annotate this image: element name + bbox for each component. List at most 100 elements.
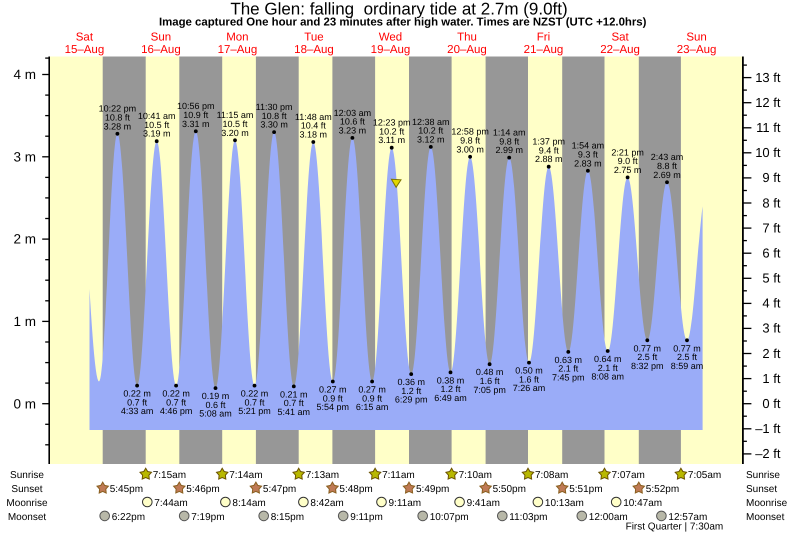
svg-text:Mon: Mon bbox=[226, 31, 248, 43]
svg-text:7:13am: 7:13am bbox=[306, 470, 339, 481]
svg-text:0.7 ft: 0.7 ft bbox=[244, 397, 265, 407]
svg-text:1:54 am: 1:54 am bbox=[572, 141, 605, 151]
svg-text:15–Aug: 15–Aug bbox=[65, 44, 105, 56]
svg-text:0.36 m: 0.36 m bbox=[397, 377, 425, 387]
svg-text:0.38 m: 0.38 m bbox=[437, 375, 465, 385]
svg-text:Thu: Thu bbox=[457, 31, 477, 43]
svg-text:7:14am: 7:14am bbox=[229, 470, 262, 481]
svg-text:5:47pm: 5:47pm bbox=[263, 484, 296, 495]
svg-text:20–Aug: 20–Aug bbox=[447, 44, 487, 56]
svg-text:10:07pm: 10:07pm bbox=[430, 512, 469, 523]
svg-text:8:42am: 8:42am bbox=[310, 498, 343, 509]
svg-text:2.1 ft: 2.1 ft bbox=[558, 364, 579, 374]
svg-text:Sunrise: Sunrise bbox=[746, 470, 780, 481]
svg-text:0.64 m: 0.64 m bbox=[594, 354, 622, 364]
svg-text:5:48pm: 5:48pm bbox=[339, 484, 372, 495]
svg-text:16–Aug: 16–Aug bbox=[141, 44, 181, 56]
svg-text:2.99 m: 2.99 m bbox=[495, 145, 523, 155]
svg-text:3.30 m: 3.30 m bbox=[260, 120, 288, 130]
svg-text:Image captured One hour and 23: Image captured One hour and 23 minutes a… bbox=[159, 16, 647, 28]
svg-text:10.5 ft: 10.5 ft bbox=[144, 120, 170, 130]
svg-text:8:15pm: 8:15pm bbox=[271, 512, 304, 523]
svg-text:12:23 pm: 12:23 pm bbox=[373, 118, 411, 128]
svg-text:10:47am: 10:47am bbox=[623, 498, 662, 509]
svg-text:2 ft: 2 ft bbox=[762, 346, 780, 361]
svg-text:0.9 ft: 0.9 ft bbox=[362, 393, 383, 403]
svg-text:8:32 pm: 8:32 pm bbox=[631, 361, 664, 371]
svg-text:10.2 ft: 10.2 ft bbox=[418, 126, 444, 136]
svg-text:10.4 ft: 10.4 ft bbox=[301, 121, 327, 131]
svg-text:5:54 pm: 5:54 pm bbox=[317, 402, 350, 412]
svg-text:7:05 pm: 7:05 pm bbox=[473, 385, 506, 395]
svg-text:0.27 m: 0.27 m bbox=[319, 385, 347, 395]
svg-text:7:07am: 7:07am bbox=[612, 470, 645, 481]
svg-text:–1 ft: –1 ft bbox=[755, 421, 781, 436]
svg-text:7:08am: 7:08am bbox=[535, 470, 568, 481]
svg-text:4 ft: 4 ft bbox=[762, 296, 780, 311]
svg-text:Wed: Wed bbox=[379, 31, 402, 43]
svg-text:Moonrise: Moonrise bbox=[746, 498, 788, 509]
svg-text:12:57am: 12:57am bbox=[668, 512, 707, 523]
svg-text:3 m: 3 m bbox=[13, 149, 36, 164]
svg-text:3.12 m: 3.12 m bbox=[417, 134, 445, 144]
svg-text:7:45 pm: 7:45 pm bbox=[552, 373, 585, 383]
svg-text:1:37 pm: 1:37 pm bbox=[532, 137, 565, 147]
svg-text:9 ft: 9 ft bbox=[762, 170, 780, 185]
svg-text:9:11pm: 9:11pm bbox=[350, 512, 383, 523]
svg-text:0.63 m: 0.63 m bbox=[555, 355, 583, 365]
svg-text:Sunrise: Sunrise bbox=[10, 470, 44, 481]
svg-text:12 ft: 12 ft bbox=[755, 95, 781, 110]
svg-text:Tue: Tue bbox=[304, 31, 323, 43]
svg-text:0.19 m: 0.19 m bbox=[202, 391, 230, 401]
svg-text:11:15 am: 11:15 am bbox=[217, 110, 254, 120]
svg-text:10:13am: 10:13am bbox=[545, 498, 584, 509]
svg-text:Moonset: Moonset bbox=[746, 512, 785, 523]
svg-text:10.5 ft: 10.5 ft bbox=[222, 119, 248, 129]
svg-text:Moonrise: Moonrise bbox=[6, 498, 48, 509]
svg-text:10.8 ft: 10.8 ft bbox=[105, 113, 131, 123]
svg-text:11:30 pm: 11:30 pm bbox=[256, 102, 293, 112]
svg-text:9:41am: 9:41am bbox=[467, 498, 500, 509]
svg-text:2.5 ft: 2.5 ft bbox=[677, 352, 698, 362]
svg-text:Moonset: Moonset bbox=[8, 512, 47, 523]
svg-text:3.00 m: 3.00 m bbox=[456, 144, 484, 154]
svg-text:11:48 am: 11:48 am bbox=[295, 112, 332, 122]
svg-text:Fri: Fri bbox=[537, 31, 550, 43]
svg-text:0.9 ft: 0.9 ft bbox=[323, 393, 344, 403]
svg-text:2.88 m: 2.88 m bbox=[535, 154, 563, 164]
svg-text:3.20 m: 3.20 m bbox=[221, 128, 249, 138]
svg-text:17–Aug: 17–Aug bbox=[218, 44, 258, 56]
svg-text:6:29 pm: 6:29 pm bbox=[395, 395, 428, 405]
svg-text:8.8 ft: 8.8 ft bbox=[657, 161, 678, 171]
svg-text:4:46 pm: 4:46 pm bbox=[160, 406, 193, 416]
svg-text:10.9 ft: 10.9 ft bbox=[183, 110, 209, 120]
svg-text:0.7 ft: 0.7 ft bbox=[284, 398, 305, 408]
svg-text:0.27 m: 0.27 m bbox=[358, 385, 386, 395]
svg-text:6:22pm: 6:22pm bbox=[112, 512, 145, 523]
svg-text:22–Aug: 22–Aug bbox=[600, 44, 640, 56]
svg-text:2.5 ft: 2.5 ft bbox=[637, 352, 658, 362]
svg-text:0 m: 0 m bbox=[13, 396, 36, 411]
svg-text:5:50pm: 5:50pm bbox=[493, 484, 526, 495]
svg-text:13 ft: 13 ft bbox=[755, 70, 781, 85]
svg-text:1.6 ft: 1.6 ft bbox=[480, 376, 501, 386]
svg-text:9.0 ft: 9.0 ft bbox=[618, 156, 639, 166]
svg-text:1.2 ft: 1.2 ft bbox=[401, 386, 422, 396]
svg-text:1 ft: 1 ft bbox=[762, 371, 780, 386]
svg-text:18–Aug: 18–Aug bbox=[294, 44, 334, 56]
svg-text:Sun: Sun bbox=[151, 31, 171, 43]
svg-text:8 ft: 8 ft bbox=[762, 195, 780, 210]
svg-text:9.3 ft: 9.3 ft bbox=[578, 150, 599, 160]
svg-text:8:59 am: 8:59 am bbox=[671, 361, 704, 371]
svg-text:0.22 m: 0.22 m bbox=[241, 389, 269, 399]
svg-text:4:33 am: 4:33 am bbox=[121, 406, 154, 416]
svg-text:10.2 ft: 10.2 ft bbox=[379, 126, 405, 136]
svg-text:0 ft: 0 ft bbox=[762, 396, 780, 411]
svg-text:2.69 m: 2.69 m bbox=[653, 170, 681, 180]
svg-text:0.50 m: 0.50 m bbox=[515, 366, 543, 376]
svg-text:0.22 m: 0.22 m bbox=[162, 389, 190, 399]
svg-text:9.8 ft: 9.8 ft bbox=[460, 136, 481, 146]
svg-text:2:21 pm: 2:21 pm bbox=[611, 147, 644, 157]
svg-text:1 m: 1 m bbox=[13, 314, 36, 329]
svg-text:2.83 m: 2.83 m bbox=[574, 158, 602, 168]
